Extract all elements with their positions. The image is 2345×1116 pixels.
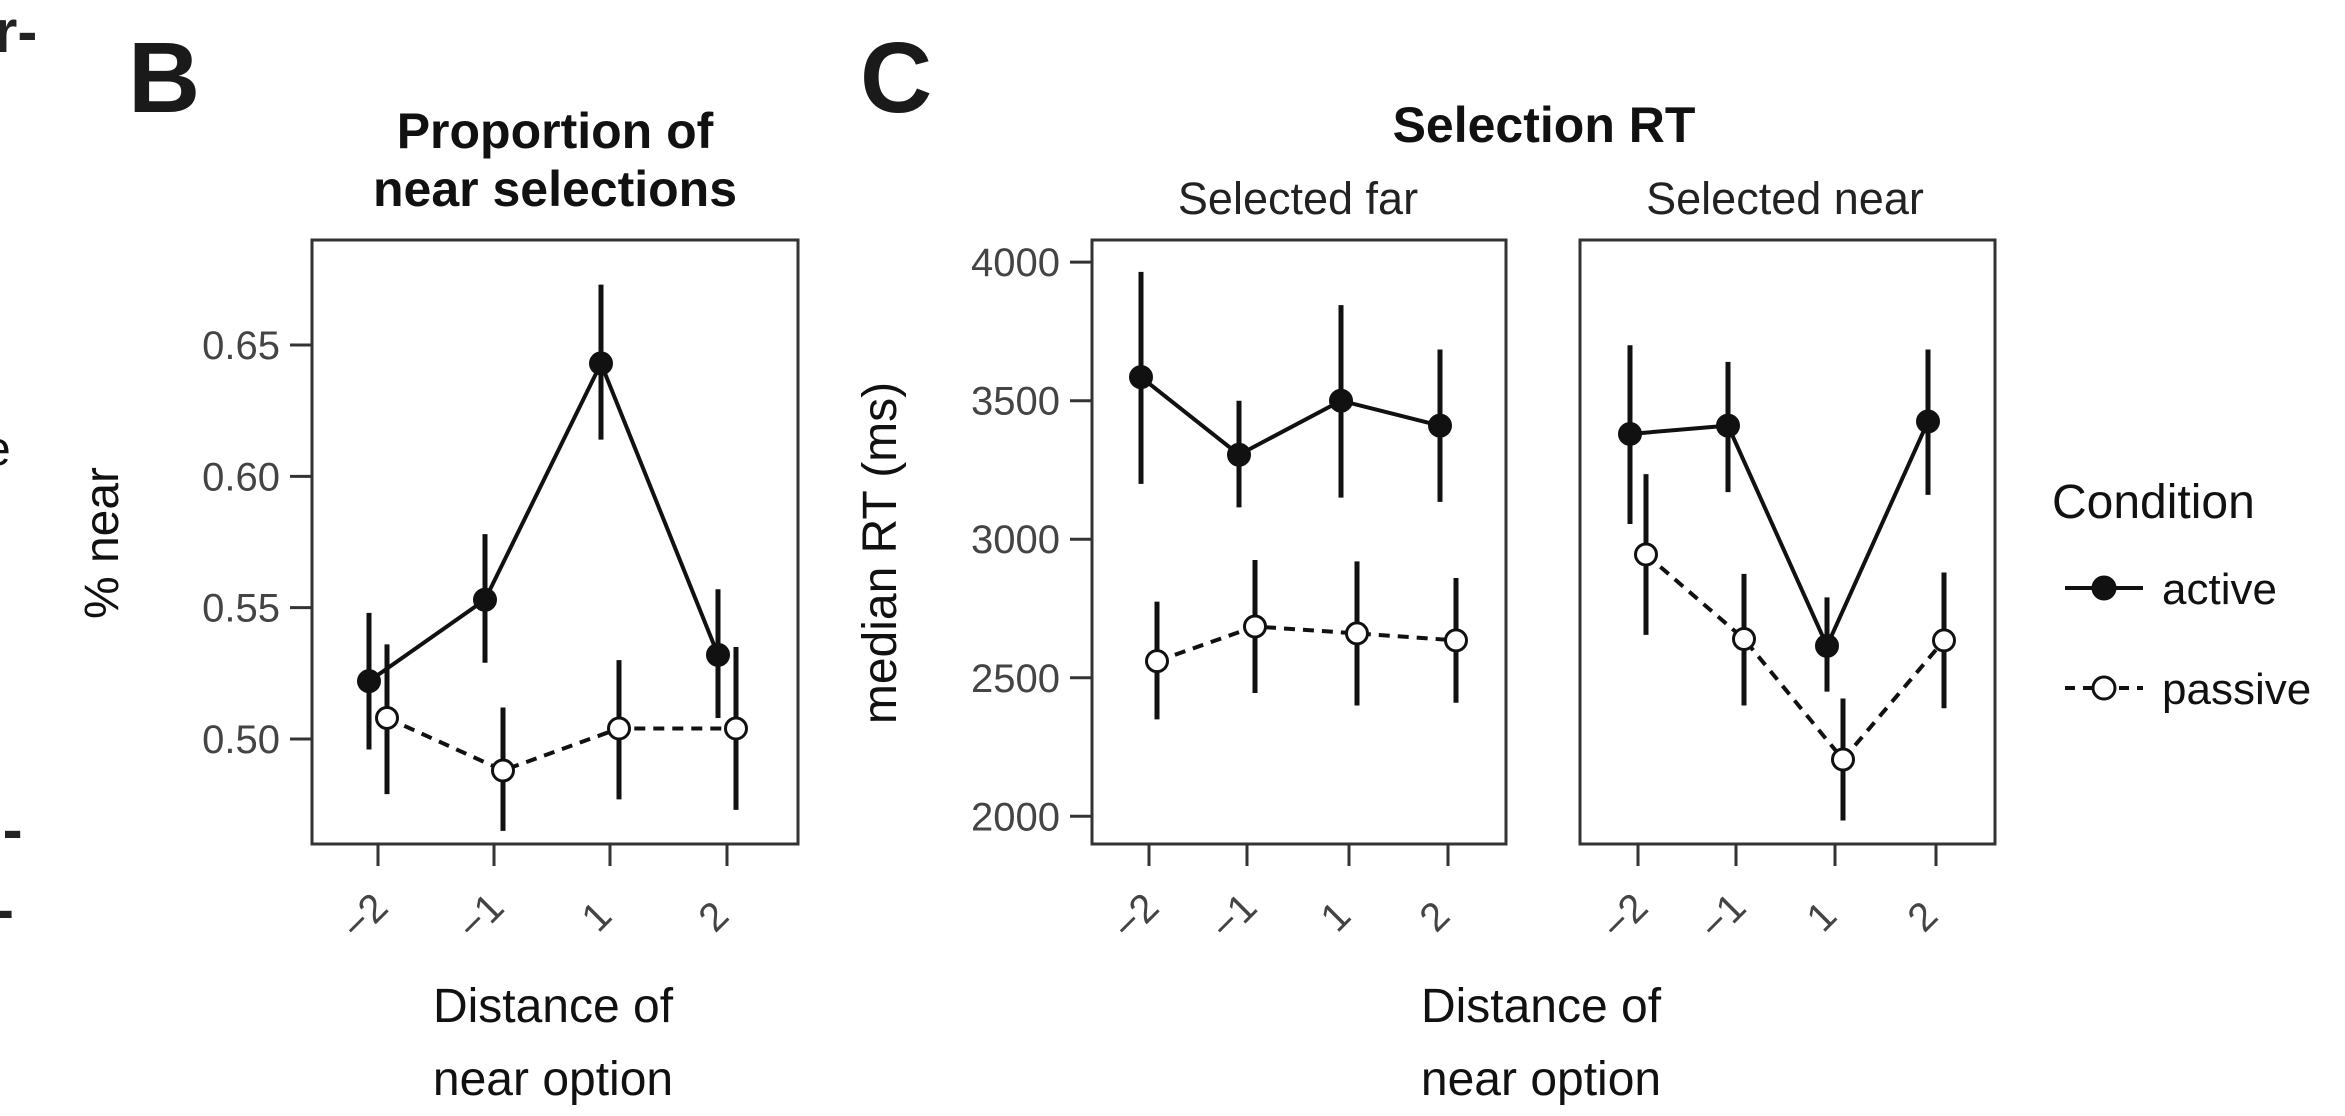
legend: Condition active passive <box>2052 476 2311 714</box>
x-tick-label: −1 <box>1202 885 1265 948</box>
data-point <box>1634 542 1658 567</box>
data-point <box>1444 628 1468 653</box>
plot-panel-b: 0.50 0.55 0.60 0.65 −2 −1 1 2 <box>202 238 800 948</box>
x-tick-label: 2 <box>1899 893 1946 940</box>
legend-title: Condition <box>2052 476 2255 529</box>
series-active-c-far <box>1129 271 1452 508</box>
legend-active-marker <box>2091 575 2117 601</box>
chart-b-title-line-2: near selections <box>373 161 737 217</box>
chart-b-x-axis-label-line-1: Distance of <box>433 980 674 1033</box>
legend-label-active: active <box>2162 565 2277 614</box>
x-tick-label: 2 <box>1411 893 1458 940</box>
series-passive-c-near <box>1634 474 1956 821</box>
data-point <box>1932 628 1956 653</box>
chart-c-x-axis-label-line-2: near option <box>1421 1053 1661 1106</box>
series-line <box>1139 375 1441 458</box>
data-point <box>724 716 748 741</box>
data-point <box>1243 614 1267 639</box>
legend-passive-marker <box>2091 675 2117 701</box>
series-line <box>1156 624 1457 664</box>
x-tick-label: 1 <box>573 893 620 940</box>
x-tick-label: 1 <box>1798 893 1845 940</box>
series-passive-c-far <box>1145 560 1468 720</box>
y-tick-label: 3000 <box>971 518 1060 562</box>
series-line <box>367 358 720 683</box>
x-tick-label: −2 <box>1104 885 1167 948</box>
cut-fragment-3: l- <box>0 796 23 863</box>
y-tick-label: 0.60 <box>202 455 280 499</box>
facet-label-near: Selected near <box>1646 173 1924 224</box>
x-tick-label: −1 <box>1691 885 1754 948</box>
cut-fragment-4: - <box>0 876 14 943</box>
plot-frame-b <box>310 238 800 846</box>
data-point <box>1329 388 1353 413</box>
data-point <box>1145 649 1169 674</box>
cut-fragment-2: e <box>0 423 11 476</box>
x-tick-label: −2 <box>333 885 396 948</box>
y-tick-label: 4000 <box>971 241 1060 285</box>
data-point <box>706 642 730 667</box>
chart-b-x-axis-label-line-2: near option <box>433 1053 673 1106</box>
chart-b-y-axis-label: % near <box>76 467 129 619</box>
data-point <box>1618 421 1642 446</box>
series-passive-b <box>375 644 748 831</box>
chart-c-title: Selection RT <box>1393 97 1696 153</box>
data-point <box>1345 621 1369 646</box>
plot-frame-c-near <box>1578 238 1997 846</box>
data-point <box>1732 626 1756 651</box>
panel-label-b: B <box>128 22 200 134</box>
chart-c-y-axis-label: median RT (ms) <box>854 382 907 724</box>
data-point <box>357 669 381 694</box>
series-active-b <box>357 284 730 750</box>
series-line <box>1629 420 1930 651</box>
y-tick-label: 2500 <box>971 657 1060 701</box>
cut-fragment-1: r- <box>0 0 37 65</box>
y-tick-label: 0.65 <box>202 324 280 368</box>
data-point <box>375 705 399 730</box>
data-point <box>491 758 515 783</box>
chart-c-x-axis-label-line-1: Distance of <box>1421 980 1662 1033</box>
data-point <box>607 716 631 741</box>
series-line <box>386 716 736 773</box>
data-point <box>1716 413 1740 438</box>
data-point <box>1815 633 1839 658</box>
data-point <box>1227 442 1251 467</box>
plot-panel-c-far: 2000 2500 3000 3500 4000 −2 −1 1 2 <box>971 238 1508 948</box>
data-point <box>1831 747 1855 772</box>
data-point <box>1428 413 1452 438</box>
plot-panel-c-near: −2 −1 1 2 <box>1578 238 1997 948</box>
x-tick-label: −1 <box>449 885 512 948</box>
panel-label-c: C <box>860 22 932 134</box>
y-tick-label: 0.50 <box>202 718 280 762</box>
series-line <box>1644 552 1946 763</box>
x-tick-label: −2 <box>1593 885 1656 948</box>
plot-frame-c-far <box>1090 238 1508 846</box>
data-point <box>473 587 497 612</box>
data-point <box>1129 365 1153 390</box>
y-tick-label: 3500 <box>971 380 1060 424</box>
chart-b-title-line-1: Proportion of <box>397 103 714 159</box>
facet-label-far: Selected far <box>1178 173 1418 224</box>
x-tick-label: 2 <box>690 893 737 940</box>
legend-label-passive: passive <box>2162 665 2311 714</box>
plot-layer: 0.50 0.55 0.60 0.65 −2 −1 1 2 2000 2500 3000 3500 40… <box>202 238 1997 948</box>
series-active-c-near <box>1618 345 1940 692</box>
y-tick-label: 2000 <box>971 795 1060 839</box>
y-tick-label: 0.55 <box>202 587 280 631</box>
x-tick-label: 1 <box>1312 893 1359 940</box>
data-point <box>1916 409 1940 434</box>
data-point <box>589 351 613 376</box>
